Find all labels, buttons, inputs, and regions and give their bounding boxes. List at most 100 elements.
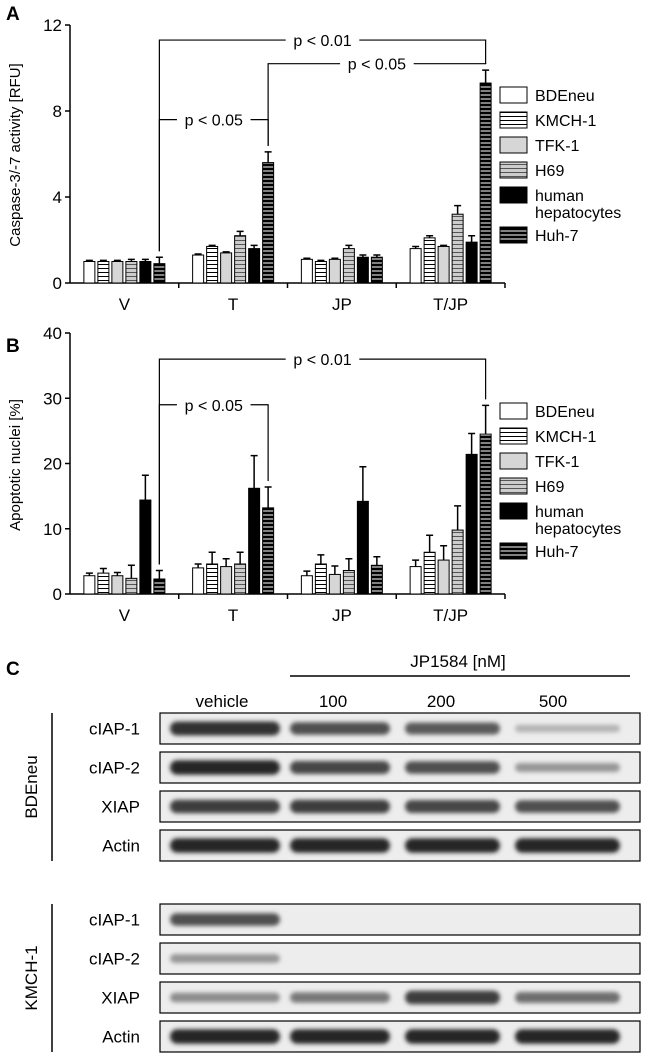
legend-swatch-h69 [499,161,528,179]
band-kmch-1-ciap-2-0 [170,954,280,963]
x-tick-label: T/JP [433,295,468,314]
error-bar-human-hepatocytes-v [141,474,149,501]
bar-h69-t-jp [451,213,464,284]
error-bar-tfk-1-t-jp [440,244,448,247]
error-bar-kmch-1-t-jp [426,234,434,238]
bar-kmch-1-jp [314,563,327,595]
error-bar-huh-7-jp [373,556,381,566]
bar-huh-7-v [153,578,166,595]
band-bdeneu-ciap-2-3 [515,763,620,772]
legend-swatch-human-hepatocytes [499,186,528,204]
error-bar-h69-t-jp [454,505,462,531]
error-bar-huh-7-t-jp [482,69,490,84]
bar-human-hepatocytes-t [248,248,261,284]
bar-kmch-1-t [206,245,219,284]
legend-swatch-kmch-1 [499,427,528,445]
cell-line-label-kmch-1: KMCH-1 [22,945,41,1010]
error-bar-tfk-1-t [222,558,230,567]
panel-label-c: C [6,659,20,680]
bar-h69-v [125,261,138,284]
error-bar-h69-t [236,551,244,564]
y-tick-label: 12 [43,16,62,35]
error-bar-kmch-1-v [99,259,107,262]
error-bar-human-hepatocytes-t [250,454,258,489]
error-bar-human-hepatocytes-jp [359,254,367,258]
error-bar-huh-7-v [155,256,163,264]
y-axis-title-a: Caspase-3/-7 activity [RFU] [7,63,24,246]
x-tick-label: V [119,606,131,625]
x-tick-label: JP [332,606,352,625]
bar-human-hepatocytes-jp [356,500,369,595]
band-kmch-1-actin-2 [405,1029,500,1044]
band-kmch-1-actin-3 [515,1029,620,1044]
band-bdeneu-ciap-1-3 [515,724,620,733]
bar-human-hepatocytes-t [248,487,261,595]
error-bar-human-hepatocytes-v [141,258,149,262]
legend-swatch-h69 [499,477,528,495]
error-bar-kmch-1-t [208,551,216,564]
band-kmch-1-xiap-0 [170,992,280,1003]
legend-label-h69: H69 [535,479,564,496]
legend-swatch-tfk-1 [499,452,528,470]
bar-tfk-1-jp [328,573,341,595]
bar-bdeneu-v [83,575,96,595]
y-axis-title-b: Apoptotic nuclei [%] [7,399,24,531]
bar-tfk-1-v [111,261,124,284]
bar-huh-7-jp [370,564,383,595]
significance-label: p < 0.05 [348,57,406,74]
cell-line-label-bdeneu: BDEneu [22,755,41,818]
error-bar-tfk-1-v [113,571,121,576]
y-tick-label: 0 [53,274,62,293]
legend-label-kmch-1: KMCH-1 [535,429,596,446]
bar-huh-7-t-jp [479,82,492,284]
bar-huh-7-v [153,263,166,284]
blot-column-label: 200 [427,692,455,711]
band-bdeneu-xiap-0 [170,799,280,814]
legend-label-huh-7: Huh-7 [535,228,579,245]
protein-label-actin: Actin [102,837,140,856]
bar-bdeneu-t-jp [409,248,422,284]
error-bar-bdeneu-v [85,259,93,262]
band-bdeneu-ciap-2-2 [405,761,500,774]
significance-bracket [158,119,269,252]
y-tick-label: 8 [53,102,62,121]
bar-kmch-1-v [97,572,110,595]
chart-b: 0 10 20 30 40 V T JP T/JP p < 0.05 p < 0.01 BDEneu K… [43,324,621,625]
bar-huh-7-t [262,507,275,595]
error-bar-huh-7-t [264,486,272,508]
error-bar-bdeneu-t [194,253,202,256]
band-bdeneu-actin-3 [515,838,620,853]
error-bar-h69-v [127,258,135,262]
band-kmch-1-actin-1 [290,1029,390,1044]
protein-label-ciap-1: cIAP-1 [89,720,140,739]
x-tick-label: T [228,606,238,625]
band-bdeneu-actin-1 [290,838,390,853]
error-bar-kmch-1-t [208,244,216,247]
x-tick-label: T/JP [433,606,468,625]
error-bar-bdeneu-t-jp [412,245,420,249]
y-tick-label: 4 [53,188,62,207]
bar-huh-7-t-jp [479,433,492,595]
bar-kmch-1-t-jp [423,237,436,284]
significance-bracket [158,358,487,565]
band-kmch-1-ciap-1-0 [170,913,280,926]
significance-label: p < 0.05 [185,113,243,130]
bar-bdeneu-t-jp [409,566,422,595]
error-bar-tfk-1-jp [331,257,339,260]
y-tick-label: 30 [43,389,62,408]
protein-label-actin: Actin [102,1028,140,1047]
band-bdeneu-ciap-1-0 [170,721,280,736]
legend-label-human-hepatocytes: hepatocytes [535,521,621,538]
legend-swatch-huh-7 [499,542,528,560]
legend-label-h69: H69 [535,163,564,180]
error-bar-tfk-1-t-jp [440,544,448,561]
error-bar-human-hepatocytes-jp [359,466,367,502]
bar-h69-jp [342,570,355,595]
y-tick-label: 40 [43,324,62,343]
legend-label-tfk-1: TFK-1 [535,454,580,471]
bar-bdeneu-jp [300,258,313,284]
band-bdeneu-ciap-1-1 [290,722,390,735]
band-bdeneu-ciap-2-0 [170,760,280,775]
bar-kmch-1-v [97,261,110,284]
significance-bracket [158,39,487,252]
